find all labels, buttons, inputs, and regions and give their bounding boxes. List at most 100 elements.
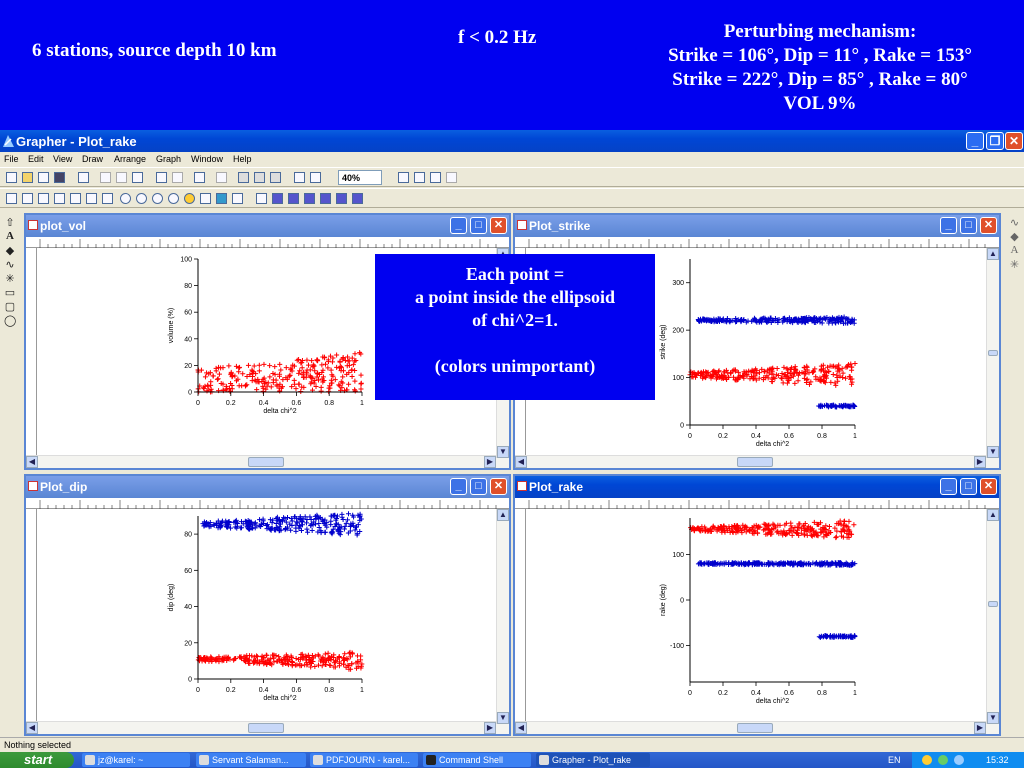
scroll-up-icon[interactable]: ▲: [497, 509, 509, 521]
text-tool-icon[interactable]: A: [1010, 244, 1019, 256]
menu-help[interactable]: Help: [233, 154, 252, 164]
scroll-thumb[interactable]: [988, 350, 998, 356]
taskbar-item[interactable]: Servant Salaman...: [196, 753, 306, 767]
paste-icon[interactable]: [132, 172, 143, 183]
menu-view[interactable]: View: [53, 154, 73, 164]
scroll-left-icon[interactable]: ◀: [515, 456, 527, 468]
security-shield-icon[interactable]: [922, 755, 932, 765]
print-icon[interactable]: [78, 172, 89, 183]
close-button[interactable]: ✕: [980, 217, 997, 234]
minimize-button[interactable]: _: [940, 478, 957, 495]
taskbar-item[interactable]: PDFJOURN - karel...: [310, 753, 418, 767]
scroll-left-icon[interactable]: ◀: [515, 722, 527, 734]
zoom-in-icon[interactable]: [398, 172, 409, 183]
plot-window-titlebar[interactable]: Plot_rake _ □ ✕: [515, 476, 999, 498]
taskbar-item[interactable]: jz@karel: ~: [82, 753, 190, 767]
plot-window-titlebar[interactable]: Plot_strike _ □ ✕: [515, 215, 999, 237]
error-bar-icon[interactable]: [320, 193, 331, 204]
language-indicator[interactable]: EN: [888, 755, 901, 765]
help-icon[interactable]: [294, 172, 305, 183]
polygon-tool-icon[interactable]: ◆: [1010, 231, 1019, 243]
worksheet-manager-icon[interactable]: [270, 172, 281, 183]
menu-draw[interactable]: Draw: [82, 154, 104, 164]
minimize-button[interactable]: _: [966, 132, 984, 150]
scroll-left-icon[interactable]: ◀: [26, 722, 38, 734]
new-file-icon[interactable]: [6, 172, 17, 183]
scroll-up-icon[interactable]: ▲: [987, 248, 999, 260]
minimize-button[interactable]: _: [450, 478, 467, 495]
scroll-down-icon[interactable]: ▼: [497, 712, 509, 724]
menu-graph[interactable]: Graph: [156, 154, 182, 164]
scroll-thumb[interactable]: [737, 723, 773, 733]
maximize-button[interactable]: □: [960, 478, 977, 495]
menu-arrange[interactable]: Arrange: [114, 154, 147, 164]
vertical-scrollbar[interactable]: ▲ ▼: [986, 248, 999, 458]
select-icon[interactable]: [238, 172, 249, 183]
ternary-plot-icon[interactable]: [200, 193, 211, 204]
zoom-select[interactable]: 40%: [338, 170, 382, 185]
close-button[interactable]: ✕: [980, 478, 997, 495]
arrow-tool-icon[interactable]: ⇧: [5, 217, 15, 229]
pie-chart-icon[interactable]: [184, 193, 195, 204]
scroll-right-icon[interactable]: ▶: [484, 722, 496, 734]
histogram-icon[interactable]: [70, 193, 81, 204]
volume-icon[interactable]: [954, 755, 964, 765]
close-button[interactable]: ✕: [1005, 132, 1023, 150]
minimize-button[interactable]: _: [940, 217, 957, 234]
close-button[interactable]: ✕: [490, 217, 507, 234]
box-plot-icon[interactable]: [232, 193, 243, 204]
context-help-icon[interactable]: [310, 172, 321, 183]
polyline-tool-icon[interactable]: ∿: [1009, 217, 1020, 229]
ellipse-tool-icon[interactable]: ◯: [4, 315, 17, 327]
properties-icon[interactable]: [194, 172, 205, 183]
scroll-right-icon[interactable]: ▶: [974, 456, 986, 468]
scroll-right-icon[interactable]: ▶: [974, 722, 986, 734]
scroll-up-icon[interactable]: ▲: [987, 509, 999, 521]
axis-icon[interactable]: [256, 193, 267, 204]
scatter-plot-icon[interactable]: [22, 193, 33, 204]
clock[interactable]: 15:32: [986, 755, 1009, 765]
function-plot-icon[interactable]: [86, 193, 97, 204]
network-icon[interactable]: [938, 755, 948, 765]
plot-window-titlebar[interactable]: plot_vol _ □ ✕: [26, 215, 509, 237]
scroll-down-icon[interactable]: ▼: [987, 712, 999, 724]
zoom-fit-icon[interactable]: [430, 172, 441, 183]
horizontal-scrollbar[interactable]: ◀ ▶: [26, 721, 509, 734]
line-scatter-icon[interactable]: [38, 193, 49, 204]
rectangle-tool-icon[interactable]: ▭: [4, 287, 16, 299]
polar-plot-icon[interactable]: [120, 193, 131, 204]
plot-window-rake[interactable]: Plot_rake _ □ ✕ 0 0.2 0.4 0.6 0.8 1 -100 0 100 de…: [513, 474, 1001, 736]
step-plot-icon[interactable]: [102, 193, 113, 204]
line-plot-icon[interactable]: [6, 193, 17, 204]
radar-plot-icon[interactable]: [168, 193, 179, 204]
scroll-thumb[interactable]: [737, 457, 773, 467]
symbol-tool-icon[interactable]: ✳: [5, 273, 15, 285]
maximize-button[interactable]: □: [470, 217, 487, 234]
polyline-tool-icon[interactable]: ∿: [5, 259, 15, 271]
menu-file[interactable]: File: [4, 154, 19, 164]
open-folder-icon[interactable]: [22, 172, 33, 183]
magnifier-icon[interactable]: [336, 193, 347, 204]
scroll-left-icon[interactable]: ◀: [26, 456, 38, 468]
save-icon[interactable]: [54, 172, 65, 183]
graph-wizard-icon[interactable]: [352, 193, 363, 204]
maximize-button[interactable]: □: [960, 217, 977, 234]
horizontal-scrollbar[interactable]: ◀ ▶: [515, 721, 999, 734]
taskbar-item[interactable]: Command Shell: [423, 753, 531, 767]
polygon-tool-icon[interactable]: ◆: [5, 245, 15, 257]
symbol-tool-icon[interactable]: ✳: [1009, 259, 1020, 271]
window-titlebar[interactable]: Grapher - Plot_rake _ ❐ ✕: [0, 130, 1024, 152]
surface-plot-icon[interactable]: [216, 193, 227, 204]
start-button[interactable]: start: [0, 752, 74, 768]
menu-edit[interactable]: Edit: [28, 154, 44, 164]
scroll-right-icon[interactable]: ▶: [484, 456, 496, 468]
rounded-rect-tool-icon[interactable]: ▢: [4, 301, 16, 313]
zoom-rect-icon[interactable]: [446, 172, 457, 183]
plot-window-dip[interactable]: Plot_dip _ □ ✕ 0 0.2 0.4 0.6 0.8 1 0 20 40 60 80 de…: [24, 474, 511, 736]
minimize-button[interactable]: _: [450, 217, 467, 234]
scroll-thumb[interactable]: [988, 601, 998, 607]
vertical-scrollbar[interactable]: ▲ ▼: [496, 509, 509, 724]
close-button[interactable]: ✕: [490, 478, 507, 495]
scroll-down-icon[interactable]: ▼: [987, 446, 999, 458]
rose-plot-icon[interactable]: [136, 193, 147, 204]
